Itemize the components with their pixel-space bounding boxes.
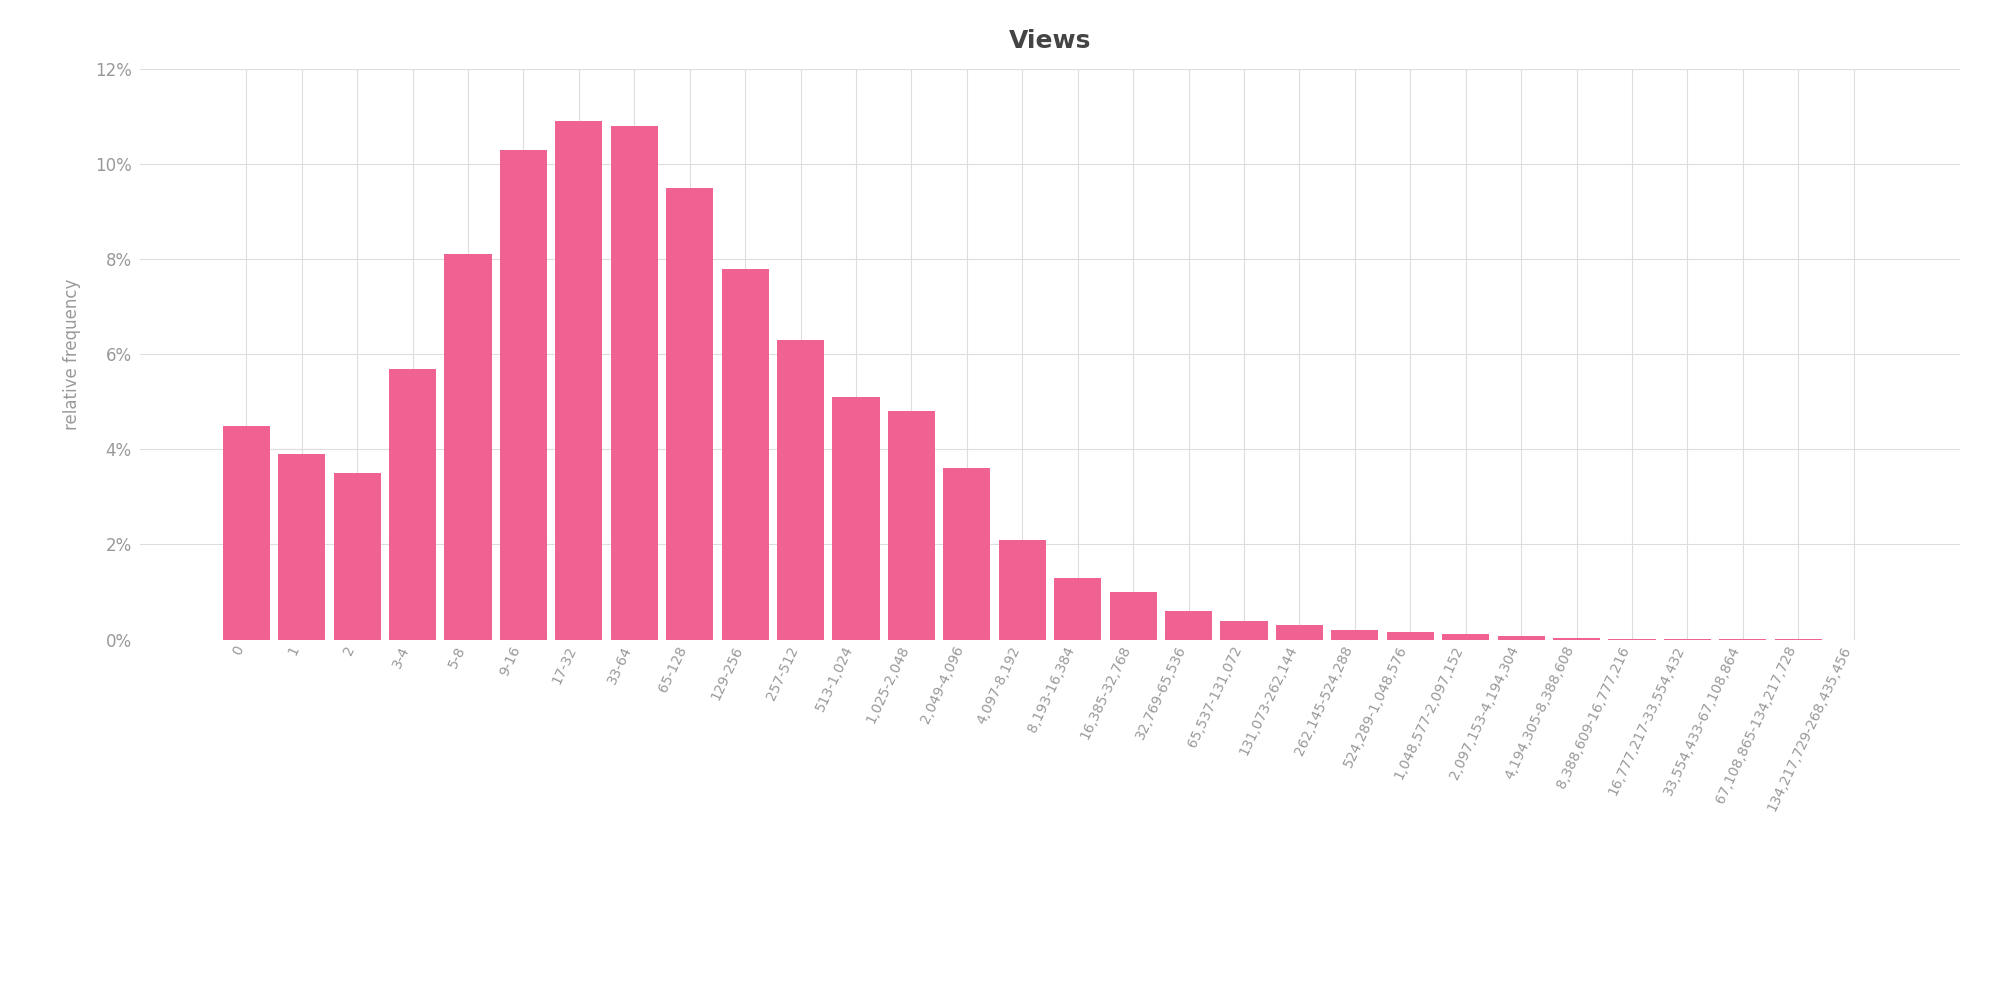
Bar bbox=[832, 397, 880, 640]
Bar bbox=[1498, 637, 1544, 640]
Bar bbox=[1386, 633, 1434, 640]
Bar bbox=[444, 254, 492, 640]
Bar bbox=[666, 188, 714, 640]
Bar bbox=[888, 411, 934, 640]
Bar bbox=[722, 269, 768, 640]
Bar bbox=[1276, 626, 1322, 640]
Bar bbox=[1166, 611, 1212, 640]
Bar bbox=[500, 150, 546, 640]
Bar bbox=[556, 121, 602, 640]
Bar bbox=[1054, 578, 1102, 640]
Bar bbox=[1110, 592, 1156, 640]
Title: Views: Views bbox=[1008, 30, 1092, 53]
Bar bbox=[334, 473, 380, 640]
Bar bbox=[1442, 634, 1490, 640]
Bar bbox=[1554, 638, 1600, 640]
Bar bbox=[222, 425, 270, 640]
Bar bbox=[1220, 621, 1268, 640]
Y-axis label: relative frequency: relative frequency bbox=[62, 278, 80, 430]
Bar bbox=[998, 539, 1046, 640]
Bar bbox=[944, 468, 990, 640]
Bar bbox=[1332, 630, 1378, 640]
Bar bbox=[610, 126, 658, 640]
Bar bbox=[278, 454, 326, 640]
Bar bbox=[390, 368, 436, 640]
Bar bbox=[778, 339, 824, 640]
